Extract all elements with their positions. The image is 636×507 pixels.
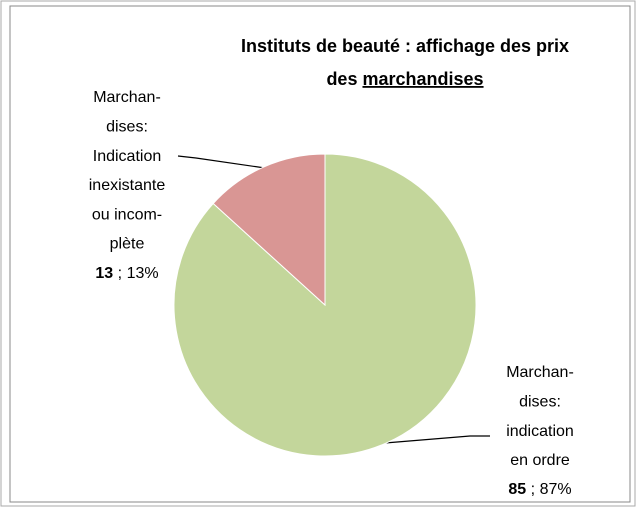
percent-label: 13%: [127, 265, 159, 282]
chart-title: Instituts de beauté : affichage des prix: [241, 36, 569, 56]
slice-label: plète: [110, 236, 145, 253]
slice-label: ou incom-: [92, 206, 162, 223]
value-label: 13: [95, 265, 113, 282]
pie-slice: [212, 153, 326, 307]
separator: ;: [531, 481, 535, 498]
slice-label: en ordre: [510, 452, 570, 469]
leader-line: [177, 155, 266, 169]
data-label: 85 ; 87%: [508, 481, 571, 498]
value-label: 85: [508, 481, 526, 498]
slice-label: dises:: [106, 119, 148, 136]
leader-line: [384, 435, 490, 444]
slice-label: Marchan-: [506, 364, 574, 381]
separator: ;: [118, 265, 122, 282]
slice-label: Indication: [93, 148, 162, 165]
percent-label: 87%: [540, 481, 572, 498]
chart-title: des marchandises: [326, 69, 483, 89]
slice-label: Marchan-: [93, 89, 161, 106]
data-label: 13 ; 13%: [95, 265, 158, 282]
slice-label: indication: [506, 423, 574, 440]
slice-label: inexistante: [89, 177, 166, 194]
slice-label: dises:: [519, 394, 561, 411]
